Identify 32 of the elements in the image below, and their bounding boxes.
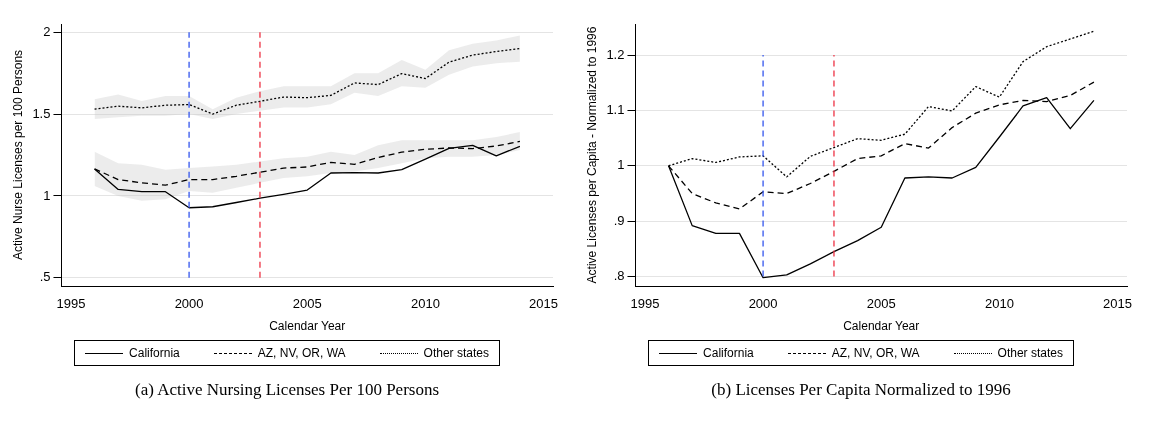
text: (a) Active Nursing Licenses Per 100 Persons [134,380,440,400]
y-tick-label: .8 [613,268,625,284]
x-tick-label: 1995 [56,296,86,312]
y-tick-label: .9 [613,212,625,228]
legend-label: California [703,346,754,360]
y-axis-title: Active Licenses per Capita - Normalized to 1996 [584,26,599,284]
x-tick-label: 2000 [174,296,204,312]
x-tick-label: 2010 [410,296,440,312]
x-axis-title: Calendar Year [269,319,346,334]
x-tick-label: 2000 [748,296,778,312]
x-tick-label: 2010 [984,296,1014,312]
x-tick-label: 2005 [866,296,896,312]
legend-label: Other states [997,346,1063,360]
y-tick-label: 1.2 [606,46,625,62]
legend-label: Other states [423,346,489,360]
x-tick-label: 2005 [292,296,322,312]
y-tick-label: 1 [617,157,625,173]
y-tick-label: 2 [43,23,51,39]
x-tick-label: 2015 [529,296,559,312]
y-tick-label: 1.1 [606,101,625,117]
x-axis-title: Calendar Year [843,319,920,334]
legend-label: California [129,346,180,360]
text: (b) Licenses Per Capita Normalized to 1996 [711,380,1011,400]
y-axis-title: Active Nurse Licenses per 100 Persons [10,49,25,261]
legend-label: AZ, NV, OR, WA [831,346,920,360]
y-tick-label: 1.5 [32,105,51,121]
x-tick-label: 2015 [1103,296,1133,312]
y-tick-label: .5 [39,269,51,285]
y-tick-label: 1 [43,187,51,203]
line-series [93,47,521,115]
legend-label: AZ, NV, OR, WA [257,346,346,360]
x-tick-label: 1995 [630,296,660,312]
